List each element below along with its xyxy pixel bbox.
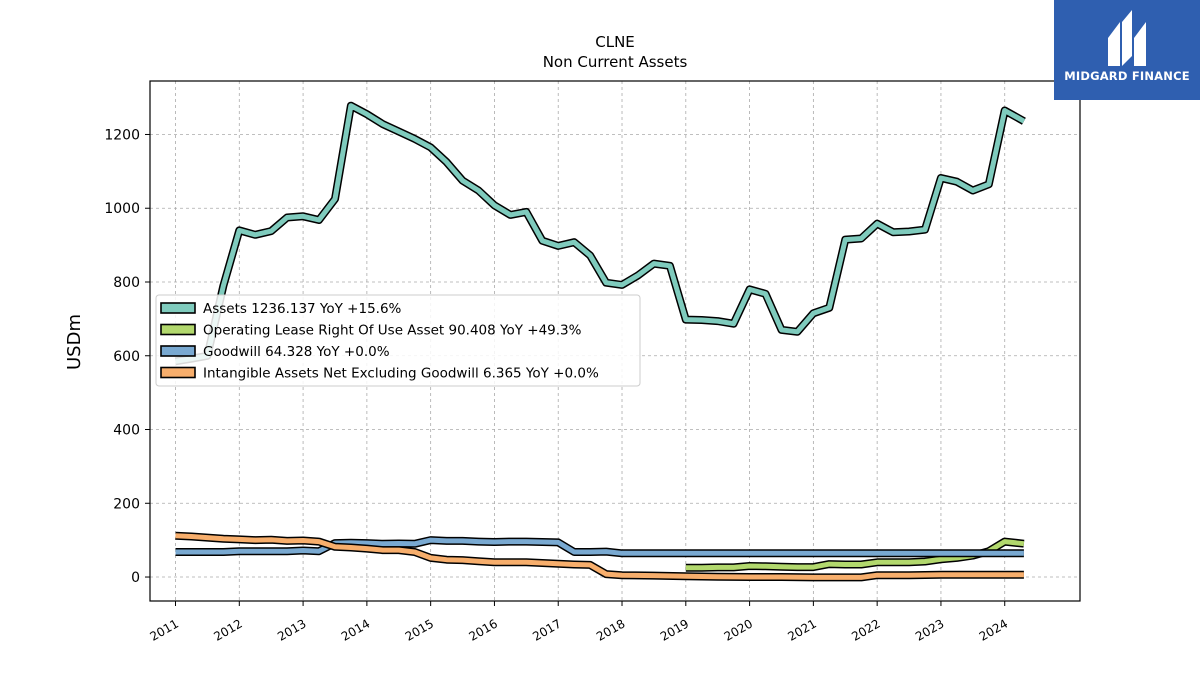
chart-subtitle: Non Current Assets [543, 53, 688, 71]
x-tick-label: 2020 [722, 616, 755, 643]
legend-swatch-1 [160, 323, 196, 336]
x-tick-label: 2021 [785, 616, 818, 643]
x-tick-label: 2014 [339, 616, 372, 643]
y-axis-label: USDm [64, 314, 85, 370]
x-tick-label: 2016 [466, 616, 499, 643]
y-tick-label: 400 [113, 423, 140, 439]
x-tick-label: 2017 [530, 616, 563, 643]
y-tick-label: 800 [113, 275, 140, 291]
x-tick-label: 2023 [913, 616, 946, 643]
legend-label-0: Assets 1236.137 YoY +15.6% [203, 301, 402, 317]
y-tick-label: 1200 [104, 127, 140, 143]
logo-text: MIDGARD FINANCE [1064, 69, 1190, 83]
y-tick-label: 600 [113, 349, 140, 365]
x-tick-label: 2012 [211, 616, 244, 643]
y-tick-label: 1000 [104, 201, 140, 217]
x-tick-label: 2015 [403, 616, 436, 643]
midgard-logo: MIDGARD FINANCE [1054, 0, 1200, 100]
legend-label-2: Goodwill 64.328 YoY +0.0% [203, 344, 390, 360]
x-tick-label: 2011 [148, 616, 181, 643]
x-tick-label: 2013 [275, 616, 308, 643]
x-tick-label: 2019 [658, 616, 691, 643]
series-line-2 [175, 537, 1024, 556]
plot-frame [149, 80, 1081, 602]
midgard-logo-icon [1108, 10, 1146, 66]
legend-swatch-0 [160, 302, 196, 314]
legend-swatch-3 [160, 366, 196, 379]
legend: Assets 1236.137 YoY +15.6% Operating Leas… [155, 294, 641, 387]
y-tick-label: 200 [113, 496, 140, 512]
legend-swatch-2 [160, 345, 196, 357]
x-tick-label: 2024 [977, 616, 1010, 643]
x-tick-label: 2022 [849, 616, 882, 643]
y-tick-label: 0 [131, 570, 140, 586]
x-tick-label: 2018 [594, 616, 627, 643]
series-line-3 [175, 533, 1024, 580]
series-lines [174, 101, 1026, 582]
chart-title: CLNE [595, 33, 635, 51]
legend-box [155, 294, 641, 387]
legend-label-1: Operating Lease Right Of Use Asset 90.40… [203, 323, 582, 339]
legend-label-3: Intangible Assets Net Excluding Goodwill… [203, 366, 599, 382]
series-line-0 [175, 103, 1026, 364]
